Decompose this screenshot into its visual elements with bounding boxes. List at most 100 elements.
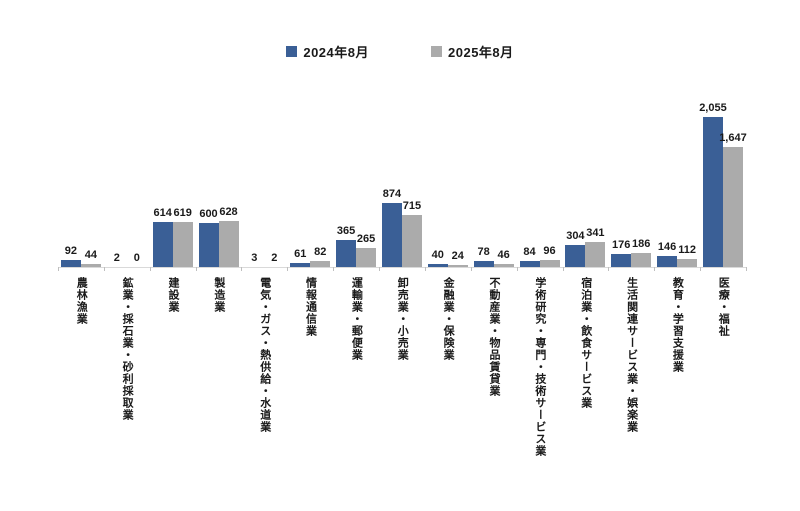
bar: [473, 261, 494, 267]
category-cell: 電気・ガス・熱供給・水道業: [241, 277, 287, 433]
bar: [218, 221, 239, 267]
value-label: 92: [64, 245, 78, 258]
category-cell: 学術研究・専門・技術サービス業: [517, 277, 563, 457]
bar-slot: 82: [310, 247, 331, 267]
category-label: 生活関連サービス業・娯楽業: [625, 277, 638, 433]
legend-item: 2025年8月: [431, 42, 514, 61]
value-label: 186: [632, 238, 651, 251]
axis-baseline: [58, 267, 746, 268]
legend: 2024年8月 2025年8月: [0, 42, 800, 61]
value-label: 715: [402, 199, 422, 212]
category-label: 金融業・保険業: [442, 277, 455, 361]
axis-tick: [608, 267, 610, 271]
bar-pair: 365 265: [336, 226, 377, 267]
legend-item: 2024年8月: [286, 42, 369, 61]
bar-group: 92 44: [58, 77, 104, 267]
category-label: 情報通信業: [304, 277, 317, 337]
bar: [427, 264, 448, 267]
bar: [493, 263, 514, 267]
bar-slot: 40: [427, 250, 448, 267]
bar: [677, 258, 698, 267]
bar: [290, 262, 311, 267]
bar-slot: 176: [611, 240, 632, 267]
bar-pair: 2,055 1,647: [699, 103, 747, 267]
value-label: 112: [678, 243, 696, 256]
value-label: 304: [566, 229, 585, 242]
axis-tick: [103, 267, 105, 271]
category-cell: 製造業: [196, 277, 242, 313]
bar-group: 78 46: [471, 77, 517, 267]
bar-slot: 84: [519, 246, 540, 267]
bar: [585, 242, 606, 267]
bar-pair: 61 82: [290, 247, 331, 267]
bar: [310, 261, 331, 267]
bar: [611, 254, 632, 267]
bar-slot: 46: [493, 249, 514, 267]
bar-slot: 619: [172, 207, 193, 267]
category-label: 電気・ガス・熱供給・水道業: [258, 277, 271, 433]
bar: [702, 117, 723, 267]
legend-label: 2025年8月: [448, 45, 514, 60]
bar-slot: 365: [336, 226, 357, 267]
plot-area: 92 44 2 0 614 619 600 628 3 2 61 82 365 265 874 715 40 24…: [58, 77, 747, 267]
bar: [198, 223, 219, 267]
bar-slot: 112: [677, 244, 698, 267]
category-label: 不動産業・物品賃貸業: [487, 277, 500, 397]
category-cell: 教育・学習支援業: [654, 277, 700, 373]
category-cell: 建設業: [150, 277, 196, 313]
category-cell: 農林漁業: [58, 277, 104, 325]
value-label: 2: [271, 251, 278, 264]
bar: [447, 265, 468, 267]
category-cell: 生活関連サービス業・娯楽業: [608, 277, 654, 433]
axis-tick: [287, 267, 289, 271]
axis-tick: [470, 267, 472, 271]
bar-group: 2,055 1,647: [699, 77, 747, 267]
bar-group: 365 265: [333, 77, 379, 267]
bar-slot: 715: [401, 200, 422, 267]
axis-tick: [149, 267, 151, 271]
bar: [519, 260, 540, 267]
bar: [565, 244, 586, 267]
axis-tick: [58, 267, 59, 271]
legend-swatch-2024: [286, 46, 298, 57]
bar: [356, 247, 377, 267]
bar-slot: 614: [152, 208, 173, 267]
bar-pair: 146 112: [657, 242, 698, 267]
bar-slot: 44: [80, 249, 101, 267]
bar: [631, 253, 652, 267]
bar: [152, 222, 173, 267]
bar: [172, 221, 193, 267]
category-cell: 鉱業・採石業・砂利採取業: [104, 277, 150, 421]
bar-slot: 61: [290, 248, 311, 267]
bar-pair: 40 24: [427, 250, 468, 267]
axis-tick: [241, 267, 243, 271]
bar-group: 40 24: [425, 77, 471, 267]
axis-tick: [424, 267, 426, 271]
category-cell: 運輸業・郵便業: [333, 277, 379, 361]
bar-slot: 186: [631, 239, 652, 267]
value-label: 600: [199, 208, 218, 221]
bar-slot: 96: [539, 246, 560, 267]
value-label: 82: [314, 246, 327, 259]
value-label: 1,647: [719, 131, 747, 144]
bar-group: 614 619: [150, 77, 196, 267]
value-label: 176: [612, 239, 631, 252]
category-label: 製造業: [212, 277, 225, 313]
bar-group: 304 341: [562, 77, 608, 267]
value-label: 24: [451, 250, 464, 263]
axis-tick: [333, 267, 335, 271]
bar-group: 874 715: [379, 77, 425, 267]
value-label: 2: [113, 251, 120, 264]
bar-slot: 1,647: [719, 132, 747, 267]
bar-slot: 304: [565, 230, 586, 267]
axis-tick: [516, 267, 518, 271]
bar-slot: 92: [60, 246, 81, 267]
category-label: 建設業: [166, 277, 179, 313]
bar: [80, 263, 101, 267]
value-label: 341: [586, 227, 605, 240]
value-label: 2,055: [699, 102, 727, 114]
value-label: 265: [356, 232, 376, 245]
axis-tick: [700, 267, 702, 271]
